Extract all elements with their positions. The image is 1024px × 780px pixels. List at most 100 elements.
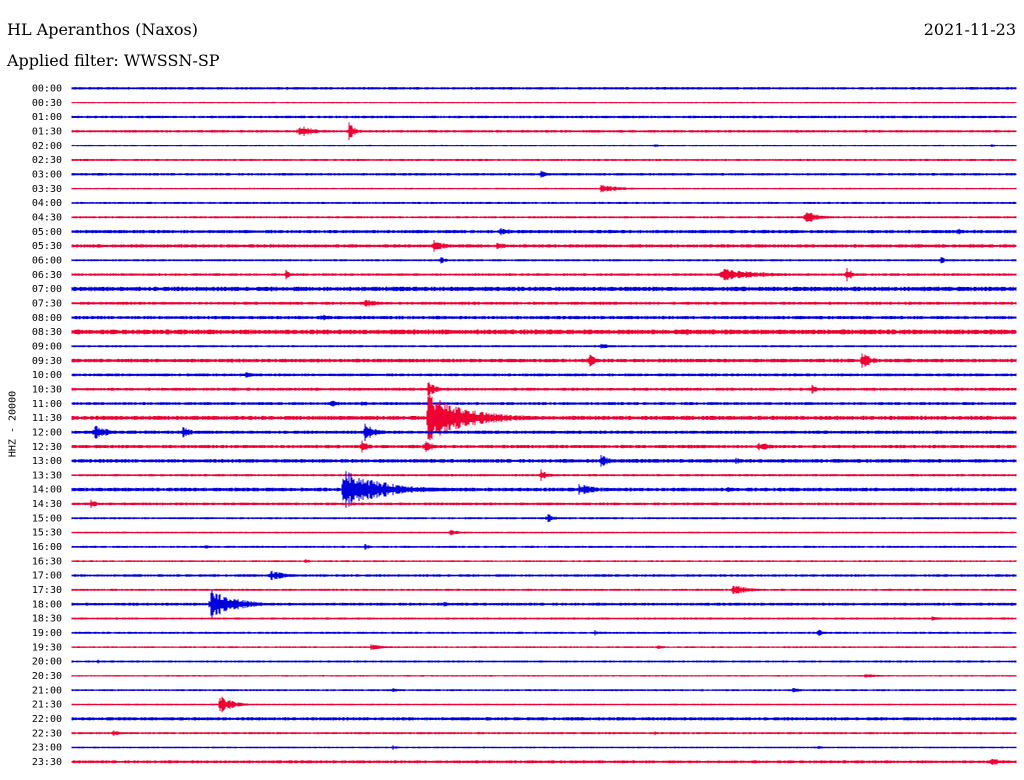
time-label-0430: 04:30 <box>32 212 62 223</box>
time-label-1130: 11:30 <box>32 413 62 424</box>
time-label-0100: 01:00 <box>32 112 62 123</box>
trace-1600 <box>71 544 1017 550</box>
time-label-1700: 17:00 <box>32 571 62 582</box>
trace-1830 <box>71 616 1017 621</box>
trace-0430 <box>71 212 1017 222</box>
time-label-1300: 13:00 <box>32 456 62 467</box>
time-label-2200: 22:00 <box>32 714 62 725</box>
time-label-0130: 01:30 <box>32 126 62 137</box>
time-label-2100: 21:00 <box>32 685 62 696</box>
time-label-1600: 16:00 <box>32 542 62 553</box>
time-label-0700: 07:00 <box>32 284 62 295</box>
trace-0730 <box>71 300 1017 307</box>
time-label-0530: 05:30 <box>32 241 62 252</box>
trace-0900 <box>71 343 1017 349</box>
time-label-1000: 10:00 <box>32 370 62 381</box>
trace-2030 <box>71 674 1017 678</box>
time-label-0800: 08:00 <box>32 313 62 324</box>
trace-0100 <box>71 115 1017 119</box>
trace-1930 <box>71 644 1017 650</box>
time-label-1500: 15:00 <box>32 513 62 524</box>
time-label-0900: 09:00 <box>32 341 62 352</box>
trace-0130 <box>71 122 1017 141</box>
trace-1000 <box>71 372 1017 378</box>
time-label-2030: 20:30 <box>32 671 62 682</box>
trace-1200 <box>71 423 1017 441</box>
trace-2200 <box>71 717 1017 721</box>
trace-0600 <box>71 257 1017 264</box>
trace-2000 <box>71 659 1017 664</box>
time-label-0630: 06:30 <box>32 270 62 281</box>
time-label-0200: 02:00 <box>32 141 62 152</box>
trace-1500 <box>71 514 1017 523</box>
time-label-2230: 22:30 <box>32 728 62 739</box>
time-label-0030: 00:30 <box>32 98 62 109</box>
time-label-1930: 19:30 <box>32 642 62 653</box>
time-label-2330: 23:30 <box>32 757 62 768</box>
trace-1530 <box>71 529 1017 536</box>
trace-2330 <box>71 758 1017 765</box>
time-label-1100: 11:00 <box>32 399 62 410</box>
trace-0400 <box>71 201 1017 204</box>
time-tick-labels: 00:00 00:30 01:00 01:30 02:00 02:30 03:00 03:30… <box>32 84 62 769</box>
time-label-2300: 23:00 <box>32 743 62 754</box>
trace-2130 <box>71 696 1017 713</box>
time-label-2130: 21:30 <box>32 700 62 711</box>
trace-1230 <box>71 440 1017 453</box>
time-label-1730: 17:30 <box>32 585 62 596</box>
trace-1100 <box>71 400 1017 407</box>
time-label-1200: 12:00 <box>32 427 62 438</box>
trace-0330 <box>71 184 1017 193</box>
time-label-0230: 02:30 <box>32 155 62 166</box>
time-label-0930: 09:30 <box>32 356 62 367</box>
time-label-1030: 10:30 <box>32 384 62 395</box>
trace-0200 <box>71 144 1017 148</box>
trace-2230 <box>71 730 1017 736</box>
trace-1330 <box>71 469 1017 481</box>
seismogram-traces <box>71 87 1017 765</box>
filter-label: Applied filter: WWSSN-SP <box>7 51 220 70</box>
trace-0530 <box>71 240 1017 252</box>
time-label-1800: 18:00 <box>32 599 62 610</box>
time-label-0400: 04:00 <box>32 198 62 209</box>
time-label-0300: 03:00 <box>32 169 62 180</box>
trace-1800 <box>71 589 1017 619</box>
trace-0830 <box>71 329 1017 335</box>
trace-1730 <box>71 585 1017 594</box>
time-label-1400: 14:00 <box>32 485 62 496</box>
trace-1130 <box>71 395 1017 441</box>
trace-1030 <box>71 382 1017 397</box>
trace-1900 <box>71 629 1017 636</box>
trace-0630 <box>71 268 1017 282</box>
trace-1400 <box>71 471 1017 508</box>
time-label-0000: 00:00 <box>32 84 62 95</box>
trace-1300 <box>71 455 1017 467</box>
time-label-1630: 16:30 <box>32 556 62 567</box>
trace-2300 <box>71 745 1017 750</box>
time-label-2000: 20:00 <box>32 657 62 668</box>
trace-1430 <box>71 499 1017 508</box>
time-label-0500: 05:00 <box>32 227 62 238</box>
time-label-0730: 07:30 <box>32 298 62 309</box>
station-title: HL Aperanthos (Naxos) <box>7 20 198 39</box>
time-label-0330: 03:30 <box>32 184 62 195</box>
trace-0300 <box>71 170 1017 178</box>
trace-0700 <box>71 286 1017 292</box>
time-label-1830: 18:30 <box>32 614 62 625</box>
trace-2100 <box>71 688 1017 693</box>
trace-1630 <box>71 559 1017 564</box>
trace-1700 <box>71 570 1017 581</box>
trace-0000 <box>71 87 1017 90</box>
time-label-1430: 14:30 <box>32 499 62 510</box>
trace-0930 <box>71 353 1017 368</box>
trace-0030 <box>71 101 1017 104</box>
record-date: 2021-11-23 <box>923 20 1016 39</box>
trace-0500 <box>71 228 1017 236</box>
time-label-1230: 12:30 <box>32 442 62 453</box>
time-label-1900: 19:00 <box>32 628 62 639</box>
time-label-0830: 08:30 <box>32 327 62 338</box>
trace-0800 <box>71 314 1017 321</box>
time-label-1330: 13:30 <box>32 470 62 481</box>
trace-0230 <box>71 158 1017 161</box>
